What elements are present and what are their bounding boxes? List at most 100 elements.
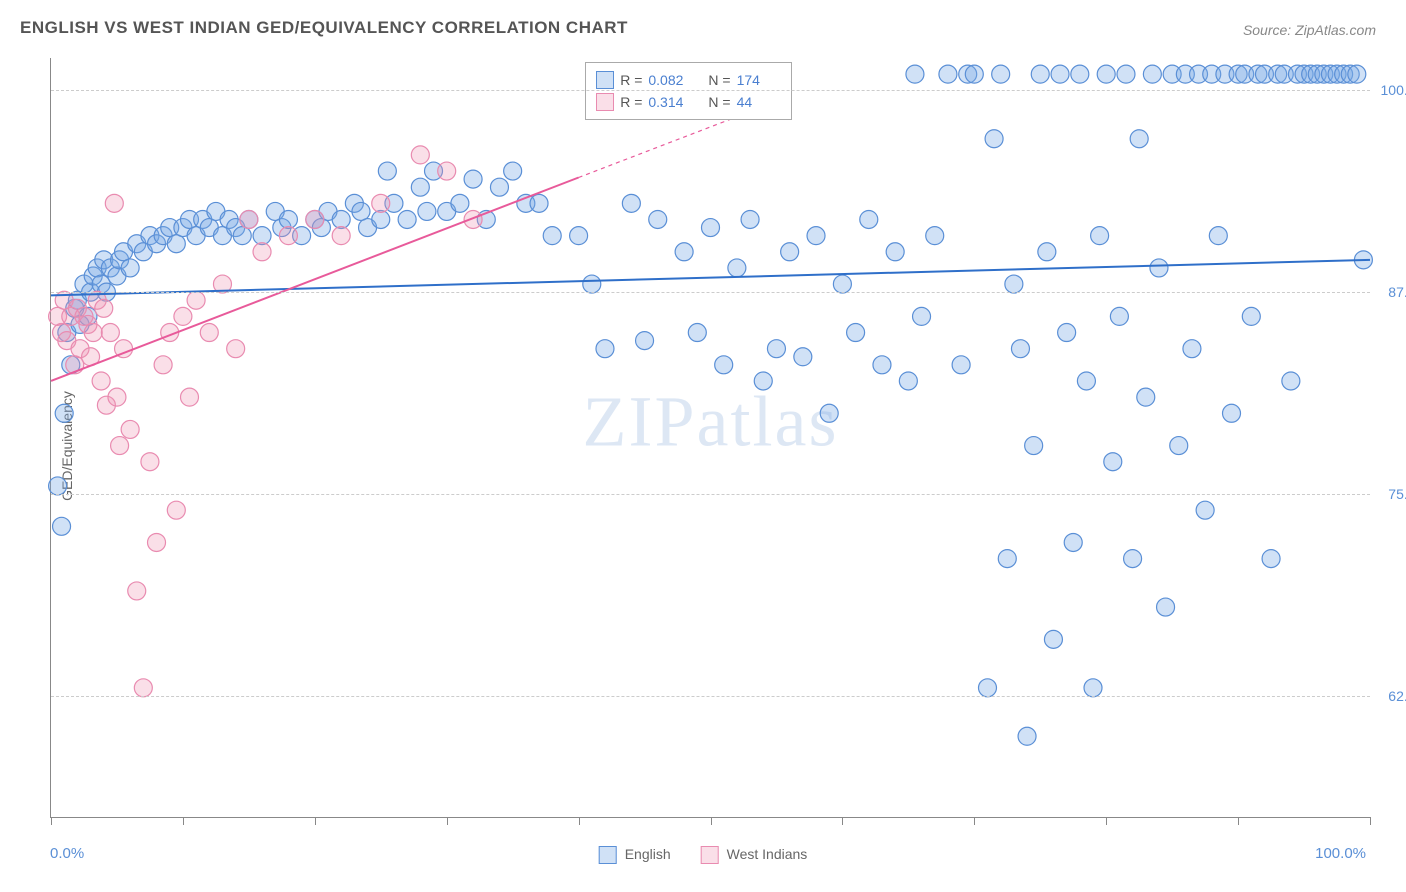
data-point [1071, 65, 1089, 83]
x-tick [315, 817, 316, 825]
x-tick [447, 817, 448, 825]
data-point [187, 291, 205, 309]
data-point [1124, 550, 1142, 568]
data-point [490, 178, 508, 196]
data-point [279, 210, 297, 228]
data-point [1157, 598, 1175, 616]
data-point [570, 227, 588, 245]
data-point [728, 259, 746, 277]
x-tick [1106, 817, 1107, 825]
data-point [438, 162, 456, 180]
data-point [121, 420, 139, 438]
data-point [873, 356, 891, 374]
legend-swatch [701, 846, 719, 864]
legend-label: English [625, 846, 671, 862]
data-point [1084, 679, 1102, 697]
data-point [464, 210, 482, 228]
gridline [51, 90, 1370, 91]
data-point [1104, 453, 1122, 471]
data-point [1077, 372, 1095, 390]
data-point [49, 477, 67, 495]
data-point [1209, 227, 1227, 245]
data-point [372, 194, 390, 212]
data-point [899, 372, 917, 390]
y-tick-label: 100.0% [1378, 82, 1406, 98]
y-tick-label: 62.5% [1378, 688, 1406, 704]
gridline [51, 494, 1370, 495]
data-point [154, 356, 172, 374]
data-point [180, 388, 198, 406]
data-point [105, 194, 123, 212]
data-point [998, 550, 1016, 568]
data-point [227, 340, 245, 358]
x-tick [1238, 817, 1239, 825]
data-point [543, 227, 561, 245]
data-point [1031, 65, 1049, 83]
data-point [1051, 65, 1069, 83]
data-point [111, 437, 129, 455]
data-point [767, 340, 785, 358]
data-point [121, 259, 139, 277]
data-point [886, 243, 904, 261]
data-point [1117, 65, 1135, 83]
regression-line [51, 260, 1370, 296]
data-point [128, 582, 146, 600]
data-point [1011, 340, 1029, 358]
data-point [134, 679, 152, 697]
legend-swatch [596, 93, 614, 111]
data-point [1110, 307, 1128, 325]
data-point [741, 210, 759, 228]
data-point [332, 210, 350, 228]
data-point [1058, 324, 1076, 342]
data-point [1242, 307, 1260, 325]
r-label: R = [620, 94, 642, 110]
data-point [464, 170, 482, 188]
data-point [95, 299, 113, 317]
x-tick [51, 817, 52, 825]
data-point [352, 202, 370, 220]
data-point [279, 227, 297, 245]
data-point [174, 307, 192, 325]
data-point [781, 243, 799, 261]
data-point [1005, 275, 1023, 293]
x-axis-min-label: 0.0% [50, 845, 84, 862]
legend-item: West Indians [701, 846, 808, 864]
data-point [1348, 65, 1366, 83]
n-label: N = [708, 72, 730, 88]
data-point [978, 679, 996, 697]
data-point [108, 388, 126, 406]
data-point [418, 202, 436, 220]
x-tick [183, 817, 184, 825]
data-point [55, 404, 73, 422]
source-attribution: Source: ZipAtlas.com [1243, 22, 1376, 38]
data-point [306, 210, 324, 228]
stats-legend-row: R =0.082N =174 [596, 69, 780, 91]
n-label: N = [708, 94, 730, 110]
series-legend: English West Indians [599, 846, 808, 864]
data-point [1150, 259, 1168, 277]
data-point [378, 162, 396, 180]
data-point [794, 348, 812, 366]
legend-item: English [599, 846, 671, 864]
data-point [1183, 340, 1201, 358]
data-point [1018, 727, 1036, 745]
r-label: R = [620, 72, 642, 88]
legend-label: West Indians [727, 846, 808, 862]
data-point [833, 275, 851, 293]
data-point [807, 227, 825, 245]
data-point [1196, 501, 1214, 519]
data-point [926, 227, 944, 245]
regression-line [51, 178, 579, 381]
data-point [451, 194, 469, 212]
data-point [253, 243, 271, 261]
legend-swatch [596, 71, 614, 89]
data-point [860, 210, 878, 228]
data-point [167, 501, 185, 519]
data-point [688, 324, 706, 342]
x-tick [842, 817, 843, 825]
gridline [51, 292, 1370, 293]
x-tick [579, 817, 580, 825]
data-point [1038, 243, 1056, 261]
data-point [1143, 65, 1161, 83]
data-point [649, 210, 667, 228]
